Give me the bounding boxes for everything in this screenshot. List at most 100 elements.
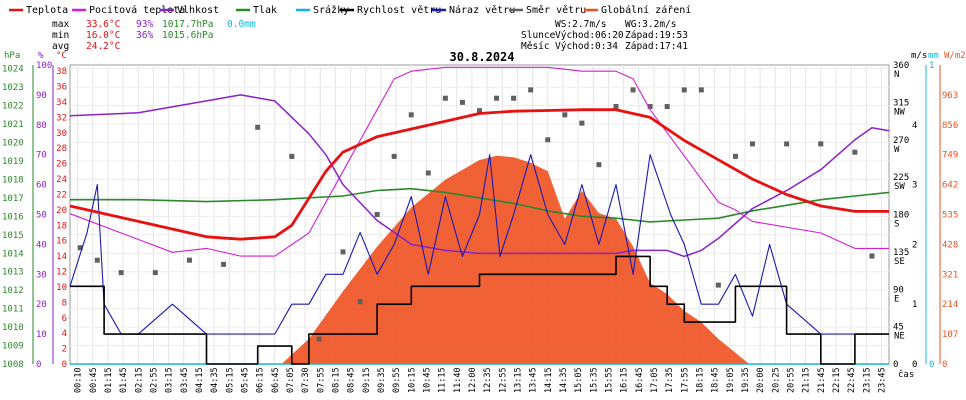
temp-tick-label: 2 bbox=[62, 345, 67, 355]
x-tick-label: 10:45 bbox=[422, 367, 432, 393]
temp-tick-label: 24 bbox=[56, 175, 67, 185]
avg-label: avg bbox=[52, 41, 69, 52]
x-tick-label: 22:15 bbox=[832, 367, 842, 393]
direction-letter: SW bbox=[894, 182, 905, 192]
max-humidity: 93% bbox=[136, 19, 153, 30]
x-tick-label: 09:15 bbox=[362, 367, 372, 393]
moonset: Západ:17:41 bbox=[625, 41, 688, 52]
x-tick-label: 20:00 bbox=[756, 367, 766, 393]
radiation-tick-label: 535 bbox=[942, 211, 958, 221]
x-tick-label: 14:35 bbox=[559, 367, 569, 393]
avg-temp: 24.2°C bbox=[86, 41, 120, 52]
max-label: max bbox=[52, 19, 69, 30]
temp-tick-label: 22 bbox=[56, 190, 67, 200]
max-pressure: 1017.7hPa bbox=[162, 19, 213, 30]
wind-direction-point bbox=[698, 87, 704, 93]
direction-tick-label: 180 bbox=[893, 211, 909, 221]
legend-label: Srážky bbox=[313, 4, 349, 16]
wind-direction-point bbox=[715, 282, 721, 288]
wind-direction-point bbox=[852, 149, 858, 155]
x-tick-label: 19:35 bbox=[741, 367, 751, 393]
direction-letter: SE bbox=[894, 257, 905, 267]
pressure-tick-label: 1020 bbox=[2, 139, 24, 149]
radiation-tick-label: 749 bbox=[942, 151, 958, 161]
x-tick-label: 06:15 bbox=[256, 367, 266, 393]
wind-direction-point bbox=[152, 270, 158, 276]
wind-direction-point bbox=[408, 112, 414, 118]
x-tick-label: 00:10 bbox=[74, 367, 84, 393]
humidity-tick-label: 70 bbox=[36, 151, 47, 161]
temp-tick-label: 36 bbox=[56, 83, 67, 93]
axes: 00:10 00:45 01:15 01:45 02:15 02:55 03:15 03:45… bbox=[2, 61, 958, 393]
x-tick-label: 16:15 bbox=[620, 367, 630, 393]
min-pressure: 1015.6hPa bbox=[162, 30, 213, 41]
x-tick-label: 09:55 bbox=[392, 367, 402, 393]
x-tick-label: 15:35 bbox=[589, 367, 599, 393]
temp-tick-label: 32 bbox=[56, 113, 67, 123]
series-wind-gust-line bbox=[69, 154, 889, 335]
temp-tick-label: 34 bbox=[56, 98, 67, 108]
legend-label: Pocitová teplota bbox=[89, 4, 185, 16]
x-tick-label: 15:05 bbox=[574, 367, 584, 393]
x-tick-label: 21:45 bbox=[817, 367, 827, 393]
wind-gust-avg: WG:3.2m/s bbox=[625, 19, 676, 30]
wind-direction-point bbox=[316, 336, 322, 342]
pressure-tick-label: 1013 bbox=[2, 268, 24, 278]
x-tick-label: 22:45 bbox=[847, 367, 857, 393]
pressure-tick-label: 1009 bbox=[2, 342, 24, 352]
x-tick-label: 23:45 bbox=[877, 367, 887, 393]
plot-area bbox=[69, 66, 890, 365]
x-tick-label: 02:55 bbox=[149, 367, 159, 393]
x-tick-label: 01:45 bbox=[119, 367, 129, 393]
wind-direction-point bbox=[94, 257, 100, 263]
temp-tick-label: 28 bbox=[56, 144, 67, 154]
series-radiation-area bbox=[281, 155, 750, 364]
radiation-tick-label: 321 bbox=[942, 270, 958, 280]
direction-tick-label: 0 bbox=[893, 360, 898, 370]
temp-tick-label: 0 bbox=[62, 360, 67, 370]
legend-label: Globální záření bbox=[601, 4, 691, 16]
x-tick-label: 12:55 bbox=[498, 367, 508, 393]
temp-tick-label: 14 bbox=[56, 252, 67, 262]
x-tick-label: 12:00 bbox=[468, 367, 478, 393]
radiation-tick-label: 214 bbox=[942, 300, 958, 310]
x-tick-label: 08:45 bbox=[347, 367, 357, 393]
temp-tick-label: 18 bbox=[56, 221, 67, 231]
pressure-tick-label: 1023 bbox=[2, 83, 24, 93]
humidity-tick-label: 50 bbox=[36, 211, 47, 221]
wind-tick-label: 4 bbox=[912, 121, 917, 131]
min-label: min bbox=[52, 30, 69, 41]
wind-direction-point bbox=[459, 99, 465, 105]
wind-direction-point bbox=[289, 153, 295, 159]
wind-direction-point bbox=[357, 299, 363, 305]
pressure-tick-label: 1008 bbox=[2, 360, 24, 370]
wind-tick-label: 2 bbox=[912, 240, 917, 250]
x-tick-label: 17:55 bbox=[680, 367, 690, 393]
wind-direction-point bbox=[579, 120, 585, 126]
temp-tick-label: 4 bbox=[62, 329, 67, 339]
direction-tick-label: 90 bbox=[893, 285, 904, 295]
sunrise: Východ:06:20 bbox=[555, 30, 624, 41]
humidity-tick-label: 60 bbox=[36, 181, 47, 191]
direction-letter: S bbox=[894, 220, 899, 230]
radiation-tick-label: 0 bbox=[942, 360, 947, 370]
series-pressure-line bbox=[70, 187, 890, 223]
wind-direction-point bbox=[391, 153, 397, 159]
humidity-tick-label: 90 bbox=[36, 91, 47, 101]
radiation-tick-label: 642 bbox=[942, 181, 958, 191]
sun-label: Slunce bbox=[521, 30, 556, 41]
x-tick-label: 00:45 bbox=[89, 367, 99, 393]
legend-label: Vlhkost bbox=[177, 5, 219, 16]
legend-label: Náraz větru bbox=[449, 4, 515, 16]
wind-direction-point bbox=[477, 108, 482, 114]
temp-tick-label: 16 bbox=[56, 237, 67, 247]
direction-letter: NE bbox=[894, 332, 905, 342]
x-tick-label: 13:45 bbox=[529, 367, 539, 393]
wind-direction-point bbox=[442, 95, 448, 101]
x-tick-label: 09:35 bbox=[377, 367, 387, 393]
temp-tick-label: 10 bbox=[56, 283, 67, 293]
humidity-unit: % bbox=[38, 51, 44, 61]
pressure-tick-label: 1011 bbox=[2, 305, 24, 315]
wind-direction-point bbox=[221, 261, 227, 267]
x-tick-label: 21:15 bbox=[802, 367, 812, 393]
